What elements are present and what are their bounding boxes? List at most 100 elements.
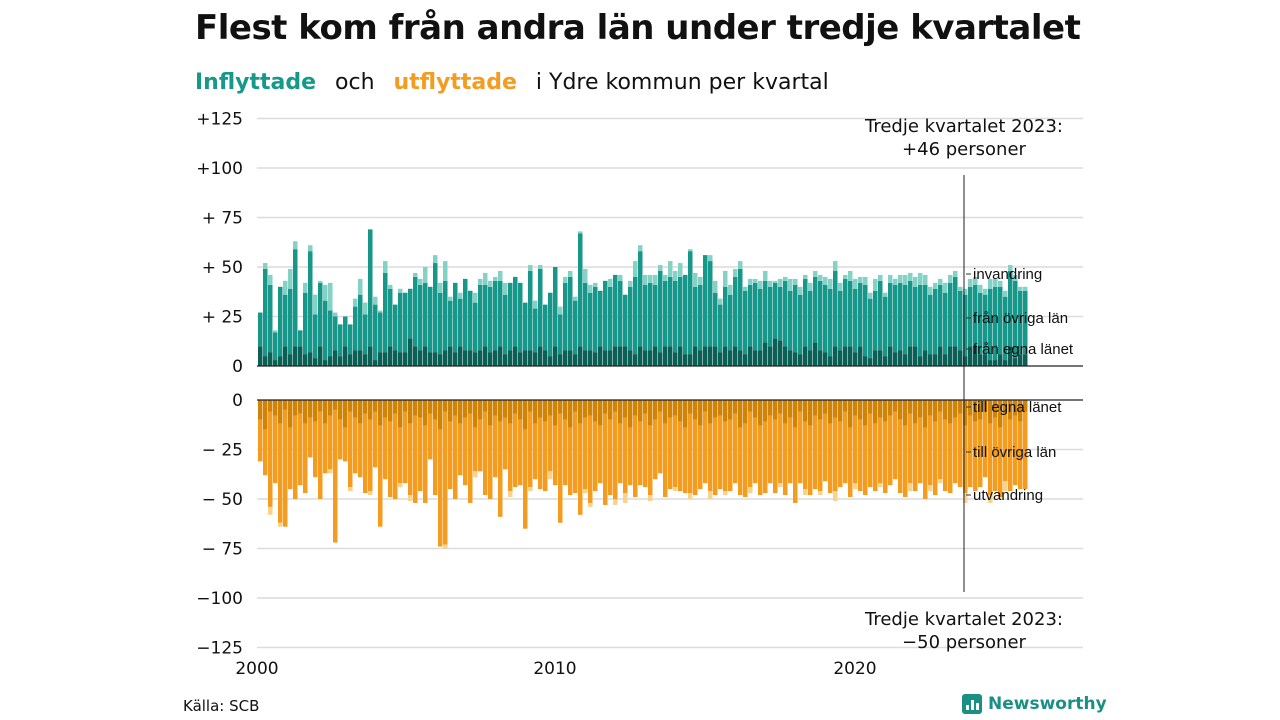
bar-out-own <box>818 400 823 420</box>
bar-in-other <box>388 288 393 347</box>
bar-in-other <box>573 300 578 355</box>
bar-out-own <box>553 400 558 426</box>
bar-in-immig <box>893 278 898 285</box>
bar-in-other <box>338 324 343 357</box>
bar-in-other <box>628 286 633 351</box>
bar-in-own <box>368 346 373 366</box>
bar-in-own <box>743 354 748 366</box>
bar-out-own <box>933 400 938 422</box>
bar-out-emig <box>398 483 403 488</box>
bar-in-own <box>543 350 548 366</box>
bar-out-other <box>488 425 493 499</box>
bar-in-immig <box>753 278 758 283</box>
bar-in-own <box>943 354 948 366</box>
bar-in-other <box>423 282 428 347</box>
bar-in-own <box>918 356 923 366</box>
bar-in-immig <box>918 272 923 285</box>
bar-out-own <box>483 400 488 412</box>
y-tick-label-bottom: −125 <box>196 639 243 659</box>
bar-out-own <box>393 400 398 414</box>
bar-in-other <box>783 280 788 347</box>
bar-out-own <box>833 400 838 418</box>
bar-out-own <box>718 400 723 416</box>
bar-out-own <box>1003 400 1008 414</box>
bar-out-other <box>323 423 328 474</box>
bar-in-other <box>638 251 643 347</box>
bar-out-other <box>543 421 548 492</box>
bar-in-other <box>718 304 723 353</box>
bar-out-other <box>793 427 798 503</box>
bar-in-other <box>378 312 383 353</box>
bar-out-other <box>383 417 388 480</box>
bar-in-immig <box>618 274 623 281</box>
bar-out-emig <box>278 522 283 527</box>
bar-out-other <box>448 421 453 490</box>
series-labels: från egna länet från övriga län invandring… <box>966 266 1074 504</box>
y-tick-label-bottom: 0 <box>232 391 243 411</box>
bar-out-own <box>978 400 983 420</box>
bar-out-own <box>328 400 333 416</box>
bar-out-other <box>788 417 793 484</box>
bar-in-own <box>658 352 663 366</box>
bar-in-other <box>558 314 563 355</box>
bar-out-other <box>368 419 373 492</box>
bar-out-own <box>863 400 868 426</box>
bar-in-own <box>593 352 598 366</box>
bar-out-emig <box>908 483 913 492</box>
x-tick-label: 2000 <box>235 659 278 679</box>
bar-out-other <box>308 417 313 458</box>
bar-in-other <box>298 330 303 347</box>
bar-in-immig <box>778 278 783 287</box>
bar-in-immig <box>993 278 998 287</box>
bar-in-immig <box>783 276 788 281</box>
bar-out-own <box>273 400 278 416</box>
bar-out-other <box>753 417 758 484</box>
bar-out-own <box>873 400 878 424</box>
bar-out-other <box>998 427 1003 498</box>
bar-out-other <box>838 421 843 488</box>
bar-in-other <box>473 302 478 353</box>
bar-in-immig <box>383 261 388 273</box>
bar-in-immig <box>838 282 843 291</box>
bar-in-own <box>928 354 933 366</box>
bar-in-other <box>513 276 518 347</box>
bar-out-other <box>533 423 538 480</box>
bar-in-immig <box>903 274 908 285</box>
bar-in-own <box>388 346 393 366</box>
bar-out-other <box>883 421 888 494</box>
bar-in-immig <box>313 294 318 315</box>
bar-in-immig <box>318 280 323 283</box>
bar-out-own <box>813 400 818 416</box>
logo-name: Newsworthy <box>988 694 1107 714</box>
bar-out-other <box>983 411 988 478</box>
bar-out-other <box>733 413 738 484</box>
bar-out-own <box>923 400 928 428</box>
bar-in-other <box>763 280 768 343</box>
bar-in-immig <box>303 282 308 293</box>
bar-out-other <box>378 425 383 527</box>
bar-in-immig <box>668 261 673 277</box>
bar-out-other <box>843 411 848 484</box>
bar-in-own <box>363 354 368 366</box>
bar-out-emig <box>673 487 678 492</box>
bar-in-own <box>753 350 758 366</box>
bar-in-immig <box>373 296 378 305</box>
bar-in-immig <box>473 292 478 303</box>
bar-in-immig <box>768 280 773 287</box>
bar-out-own <box>778 400 783 414</box>
bar-out-own <box>468 400 473 414</box>
bar-out-other <box>948 423 953 494</box>
bar-out-other <box>453 415 458 499</box>
bar-in-own <box>438 354 443 366</box>
bar-in-immig <box>273 330 278 333</box>
bar-in-own <box>793 352 798 366</box>
bar-in-own <box>283 346 288 366</box>
bar-out-own <box>373 400 378 412</box>
bar-out-own <box>668 400 673 418</box>
y-tick-label-top: 0 <box>232 357 243 377</box>
bar-in-other <box>508 282 513 351</box>
bar-in-own <box>403 352 408 366</box>
bar-in-own <box>688 354 693 366</box>
bar-in-immig <box>488 280 493 287</box>
bar-out-own <box>383 400 388 418</box>
